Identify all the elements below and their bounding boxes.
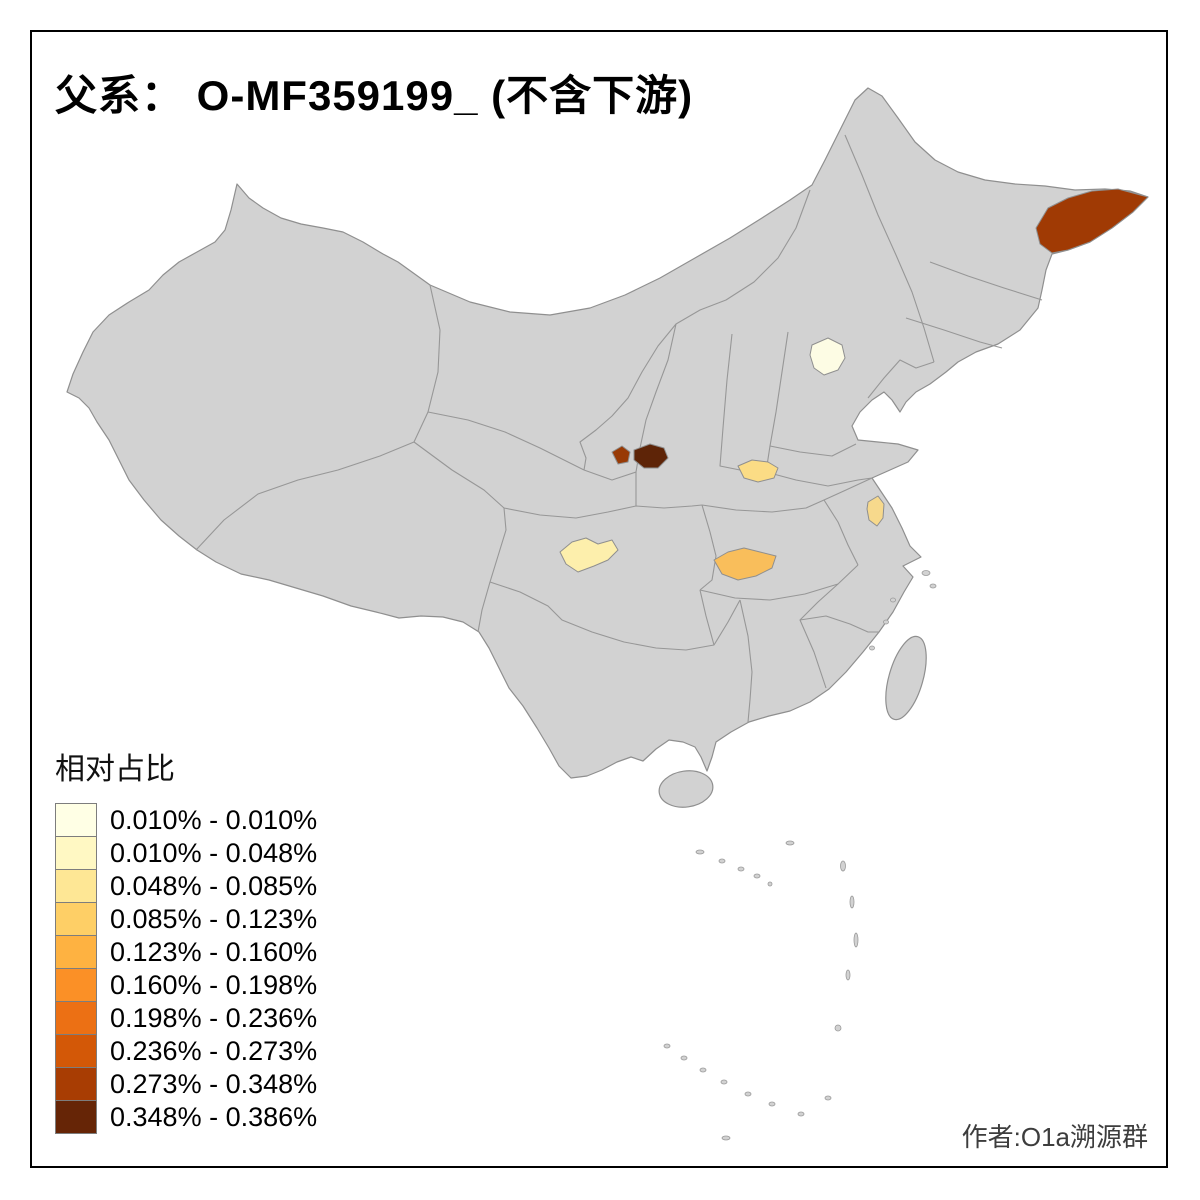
legend-item: 0.236% - 0.273% [55,1034,317,1068]
legend-swatch [55,869,97,903]
legend-item: 0.160% - 0.198% [55,968,317,1002]
legend-item: 0.123% - 0.160% [55,935,317,969]
legend-item: 0.085% - 0.123% [55,902,317,936]
legend-label: 0.123% - 0.160% [110,936,318,967]
legend-label: 0.160% - 0.198% [110,969,318,1000]
legend-label: 0.085% - 0.123% [110,903,318,934]
legend-label: 0.010% - 0.048% [110,837,318,868]
legend-swatch [55,803,97,837]
legend-swatch [55,1001,97,1035]
legend-item: 0.010% - 0.048% [55,836,317,870]
hainan-island [658,770,714,808]
mainland-outline [66,87,1149,779]
legend-item: 0.198% - 0.236% [55,1001,317,1035]
region-southwest-basin [559,537,619,573]
legend-label: 0.048% - 0.085% [110,870,318,901]
legend: 相对占比 0.010% - 0.010% 0.010% - 0.048% 0.0… [55,744,317,1134]
province-borders [195,134,1043,723]
highlighted-regions [559,188,1149,581]
legend-item: 0.048% - 0.085% [55,869,317,903]
legend-item: 0.348% - 0.386% [55,1100,317,1134]
legend-swatch [55,1100,97,1134]
region-south-central [713,547,777,581]
legend-swatch [55,1034,97,1068]
region-north-beijing [809,337,846,376]
region-east-coast-spot [866,495,885,527]
legend-swatch [55,902,97,936]
legend-label: 0.010% - 0.010% [110,804,318,835]
legend-label: 0.348% - 0.386% [110,1101,318,1132]
land-shapes [66,87,1149,808]
legend-swatch [55,935,97,969]
region-far-northeast [1035,188,1149,254]
legend-label: 0.236% - 0.273% [110,1035,318,1066]
legend-label: 0.198% - 0.236% [110,1002,318,1033]
legend-item: 0.273% - 0.348% [55,1067,317,1101]
region-northwest-east-spot [633,443,669,469]
attribution-text: 作者:O1a溯源群 [961,1122,1148,1152]
legend-item: 0.010% - 0.010% [55,803,317,837]
legend-swatch [55,968,97,1002]
legend-label: 0.273% - 0.348% [110,1068,318,1099]
legend-title: 相对占比 [55,753,175,786]
taiwan-island [885,635,927,721]
map-title: 父系： O-MF359199_ (不含下游) [55,72,694,119]
region-central-plain [737,459,779,483]
legend-swatch [55,836,97,870]
legend-swatch [55,1067,97,1101]
sea-islands [663,570,937,1141]
region-northwest-west-spot [611,445,631,465]
